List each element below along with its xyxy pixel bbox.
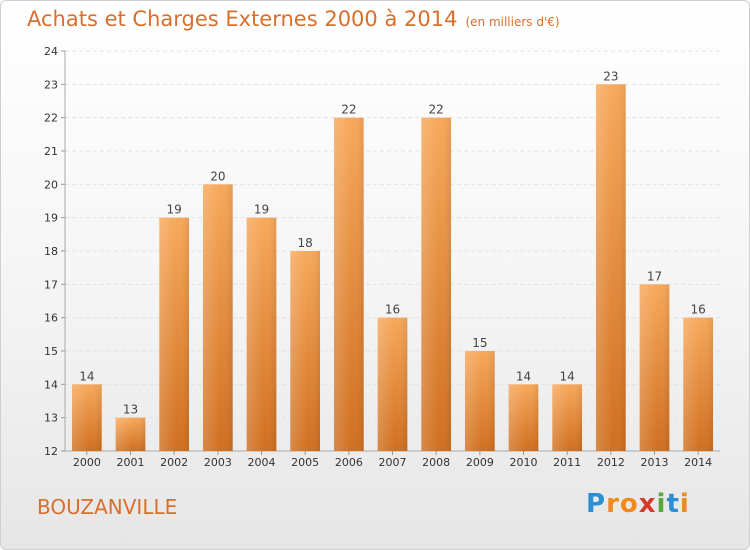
y-tick-label: 23 [44, 78, 58, 91]
bar-shade [290, 251, 321, 451]
bar-group: 22 [333, 103, 364, 452]
bar-group: 23 [595, 69, 626, 451]
bar-value-label: 13 [123, 403, 138, 417]
x-tick-label: 2005 [291, 456, 319, 469]
chart-subtitle: (en milliers d'€) [465, 15, 560, 29]
bar-shade [159, 217, 190, 451]
bar-value-label: 19 [254, 203, 269, 217]
bar-group: 19 [246, 203, 277, 451]
bar-group: 14 [508, 369, 539, 451]
x-tick-label: 2009 [466, 456, 494, 469]
x-tick-label: 2006 [335, 456, 363, 469]
bar-shade [508, 384, 539, 451]
bar-shade [71, 384, 102, 451]
x-tick-label: 2011 [553, 456, 581, 469]
bar-shade [377, 317, 408, 451]
bar-group: 13 [115, 403, 146, 451]
y-tick-label: 17 [44, 278, 58, 291]
y-tick-label: 13 [44, 412, 58, 425]
bar-value-label: 15 [472, 336, 487, 350]
bars: 14 13 19 20 19 18 22 16 22 15 14 14 23 17 16 [71, 69, 714, 452]
bar-value-label: 14 [79, 369, 94, 383]
bar-value-label: 23 [603, 69, 618, 83]
x-tick-label: 2008 [422, 456, 450, 469]
logo-letter: P [586, 489, 607, 519]
y-tick-label: 19 [44, 212, 58, 225]
logo-letter: x [638, 489, 657, 519]
bar-shade [421, 117, 452, 452]
bar-group: 14 [71, 369, 102, 451]
proxiti-logo: Proxiti [586, 489, 690, 519]
bar-group: 17 [639, 269, 670, 451]
bar-group: 15 [464, 336, 495, 451]
bar-value-label: 18 [298, 236, 313, 250]
x-tick-label: 2004 [248, 456, 276, 469]
x-tick-label: 2002 [160, 456, 188, 469]
y-tick-label: 12 [44, 445, 58, 458]
bar-value-label: 20 [210, 169, 225, 183]
bar-shade [552, 384, 583, 451]
bar-value-label: 22 [429, 103, 444, 117]
y-tick-label: 22 [44, 112, 58, 125]
x-tick-label: 2014 [684, 456, 712, 469]
bar-value-label: 22 [341, 103, 356, 117]
bar-group: 16 [683, 303, 714, 451]
bar-shade [202, 184, 233, 452]
y-tick-label: 14 [44, 378, 58, 391]
y-tick-label: 16 [44, 312, 58, 325]
bar-shade [333, 117, 364, 452]
y-tick-label: 15 [44, 345, 58, 358]
place-name: BOUZANVILLE [37, 495, 178, 519]
y-axis-ticks: 12 13 14 15 16 17 18 19 20 21 22 23 24 [44, 45, 65, 458]
y-tick-label: 18 [44, 245, 58, 258]
chart-title: Achats et Charges Externes 2000 à 2014 (e… [27, 7, 560, 31]
x-tick-label: 2007 [379, 456, 407, 469]
x-axis-ticks: 2000 2001 2002 2003 2004 2005 2006 2007 2008 2009… [73, 451, 712, 469]
x-tick-label: 2003 [204, 456, 232, 469]
bar-value-label: 14 [516, 369, 531, 383]
bar-shade [639, 284, 670, 451]
bar-shade [464, 351, 495, 451]
bar-group: 14 [552, 369, 583, 451]
y-tick-label: 20 [44, 178, 58, 191]
logo-letter: r [606, 489, 620, 519]
bar-group: 20 [202, 169, 233, 452]
bar-shade [115, 417, 146, 451]
title-text: Achats et Charges Externes 2000 à 2014 [27, 7, 458, 31]
x-tick-label: 2010 [510, 456, 538, 469]
bar-shade [246, 217, 277, 451]
bar-shade [683, 317, 714, 451]
bar-value-label: 16 [691, 303, 706, 317]
bar-group: 18 [290, 236, 321, 451]
bar-value-label: 14 [560, 369, 575, 383]
bar-value-label: 16 [385, 303, 400, 317]
bar-value-label: 17 [647, 269, 662, 283]
x-tick-label: 2001 [117, 456, 145, 469]
y-tick-label: 24 [44, 45, 58, 58]
logo-letter: i [656, 489, 667, 519]
x-tick-label: 2013 [641, 456, 669, 469]
bar-group: 16 [377, 303, 408, 451]
x-tick-label: 2000 [73, 456, 101, 469]
bar-value-label: 19 [167, 203, 182, 217]
bar-group: 19 [159, 203, 190, 451]
bar-shade [595, 84, 626, 451]
bar-group: 22 [421, 103, 452, 452]
x-tick-label: 2012 [597, 456, 625, 469]
logo-letter: i [679, 489, 690, 519]
logo-letter: t [666, 489, 680, 519]
logo-letter: o [619, 489, 639, 519]
y-tick-label: 21 [44, 145, 58, 158]
